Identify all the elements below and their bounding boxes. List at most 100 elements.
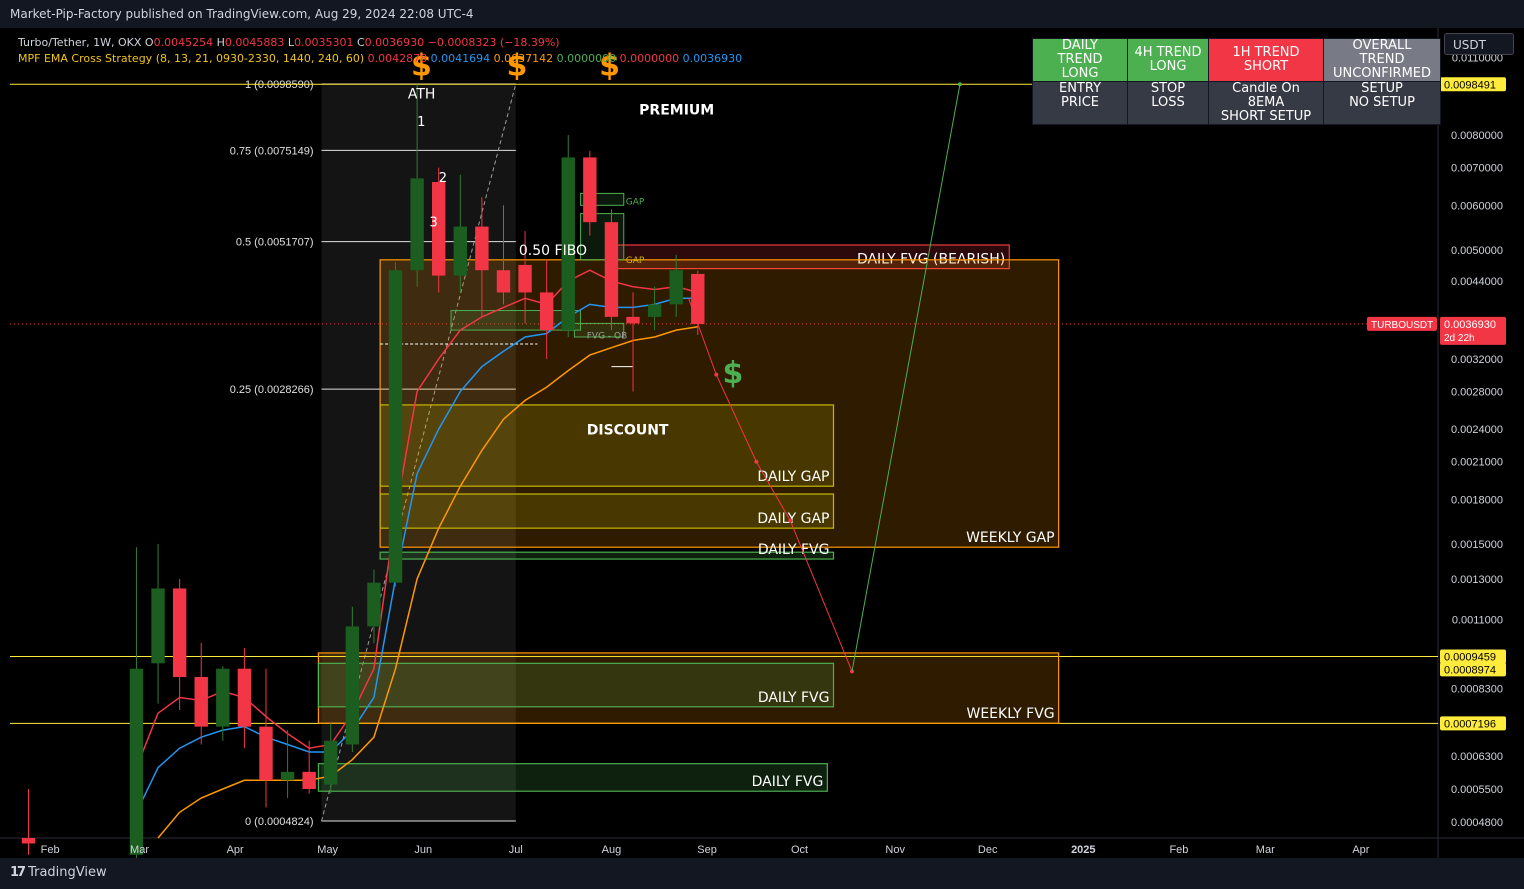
dashboard-row: ENTRY PRICE STOP LOSS Candle On 8EMA SHORT … <box>1032 81 1441 125</box>
small-gap-box <box>450 310 582 331</box>
fvg-ob-label: FVG - OB <box>587 332 628 342</box>
tradingview-logo[interactable]: 17 TradingView <box>10 865 107 880</box>
currency-selector[interactable]: USDT <box>1444 33 1514 55</box>
candle-body <box>194 676 208 727</box>
zone-box <box>317 763 828 792</box>
candle-body <box>21 838 36 844</box>
dashboard-cell-line: STOP LOSS <box>1150 81 1186 110</box>
time-tick-label: Jul <box>509 844 523 856</box>
zone-label: DAILY GAP <box>757 511 829 527</box>
last-price-value: 0.0036930 <box>1444 319 1496 331</box>
price-tick-label: 0.0008300 <box>1451 683 1503 695</box>
candle-body <box>151 588 165 664</box>
time-tick-label: Feb <box>1169 844 1188 856</box>
dollar-icon: $ <box>599 49 620 84</box>
price-axis-bg <box>1438 28 1524 858</box>
brand-label: TradingView <box>28 865 107 880</box>
dashboard-cell-line: LONG <box>1149 59 1187 74</box>
zone-label: DAILY GAP <box>757 469 829 485</box>
candle-body <box>172 588 187 677</box>
candle-body <box>367 582 381 627</box>
legend-value: 0.0036930 <box>364 36 428 49</box>
price-label-bg <box>1440 716 1506 731</box>
wave-label: 3 <box>429 216 437 231</box>
candle-body <box>237 668 252 727</box>
candle-body <box>324 740 338 785</box>
discount-label: DISCOUNT <box>587 422 669 438</box>
candle-body <box>453 226 467 276</box>
dashboard-cell-line: UNCONFIRMED <box>1332 66 1432 81</box>
candle-body <box>583 157 597 223</box>
ema-line <box>135 269 698 768</box>
dashboard-cell-line: 4H TREND <box>1134 45 1202 60</box>
gap-label: GAP <box>626 256 645 266</box>
time-tick-label: Jun <box>414 844 432 856</box>
price-tick-label: 0.0005500 <box>1451 784 1503 796</box>
price-tick-label: 0.0013000 <box>1451 574 1503 586</box>
chart-area[interactable]: 1 (0.0098590) 0.75 (0.0075149) 0.5 (0.0051… <box>0 28 1524 867</box>
legend-value: 0.0000000 <box>556 52 620 65</box>
candle-body <box>129 668 144 855</box>
ema-line <box>157 325 698 839</box>
dashboard-cell: 1H TREND SHORT <box>1208 38 1324 82</box>
price-label: 0.0007196 <box>1444 718 1496 730</box>
time-tick-label: Sep <box>697 844 717 856</box>
footer-bar: 17 TradingView <box>0 858 1524 889</box>
legend-value: O <box>144 36 154 49</box>
legend-value: H <box>216 36 225 49</box>
tv-icon: 17 <box>10 865 26 880</box>
price-tick-label: 0.0032000 <box>1451 354 1503 366</box>
legend-value: 0.0041694 <box>430 52 494 65</box>
candle-body <box>259 726 273 781</box>
time-tick-label: Oct <box>791 844 808 856</box>
candle-body <box>496 270 511 293</box>
candle-body <box>280 771 295 781</box>
publish-info: Market-Pip-Factory published on TradingV… <box>10 7 474 21</box>
price-label-bg <box>1440 649 1506 664</box>
ema-line <box>135 297 698 813</box>
price-tick-label: 0.0015000 <box>1451 539 1503 551</box>
candle-body <box>691 273 705 325</box>
candle-body <box>604 222 619 317</box>
price-label: 0.0098491 <box>1444 79 1496 91</box>
time-tick-label: Feb <box>41 844 60 856</box>
indicator-legend[interactable]: MPF EMA Cross Strategy (8, 13, 21, 0930-… <box>18 52 742 65</box>
projection-segment <box>688 298 717 375</box>
dollar-icon: $ <box>507 49 528 84</box>
legend-value: 0.0036930 <box>682 52 743 65</box>
symbol-legend[interactable]: Turbo/Tether, 1W, OKX O0.0045254 H0.0045… <box>18 36 560 49</box>
fib-label: 0.25 (0.0028266) <box>230 384 314 396</box>
candle-body <box>410 178 424 271</box>
projection-segment <box>851 84 961 672</box>
publish-header: Market-Pip-Factory published on TradingV… <box>0 0 1524 28</box>
zone-box <box>379 493 835 529</box>
dashboard-cell: OVERALL TREND UNCONFIRMED <box>1323 38 1441 82</box>
legend-value: 0.0045883 <box>224 36 288 49</box>
price-chart[interactable]: 1 (0.0098590) 0.75 (0.0075149) 0.5 (0.0051… <box>0 28 1524 867</box>
ath-label: ATH <box>408 86 436 102</box>
price-tick-label: 0.0021000 <box>1451 457 1503 469</box>
legend-value: 0.0037142 <box>493 52 557 65</box>
legend-value: C <box>356 36 365 49</box>
fibo-label: 0.50 FIBO <box>519 243 587 259</box>
time-tick-label: Aug <box>602 844 622 856</box>
countdown-label: 2d 22h <box>1444 333 1475 344</box>
candle-body <box>518 264 532 293</box>
legend-value: 0.0000000 <box>619 52 683 65</box>
legend-value: −0.0008323 (−18.39%) <box>427 36 560 49</box>
zone-label: WEEKLY GAP <box>966 530 1055 546</box>
dashboard-cell: DAILY TREND LONG <box>1032 38 1128 82</box>
dashboard-cell-line: SETUP <box>1361 81 1403 96</box>
zone-label: DAILY FVG <box>758 690 830 706</box>
price-tick-label: 0.0024000 <box>1451 424 1503 436</box>
symbol-tag-bg <box>1367 316 1437 331</box>
projection-segment <box>789 520 853 672</box>
time-tick-label: Apr <box>227 844 244 856</box>
zone-box <box>379 259 1060 548</box>
dollar-icon: $ <box>411 49 432 84</box>
gap-label: GAP <box>626 197 645 207</box>
candle-body <box>669 270 683 305</box>
dashboard-cell-line: 1H TREND <box>1232 45 1300 60</box>
price-label: 0.0009459 <box>1444 652 1496 664</box>
dashboard-cell-line: NO SETUP <box>1349 95 1415 110</box>
